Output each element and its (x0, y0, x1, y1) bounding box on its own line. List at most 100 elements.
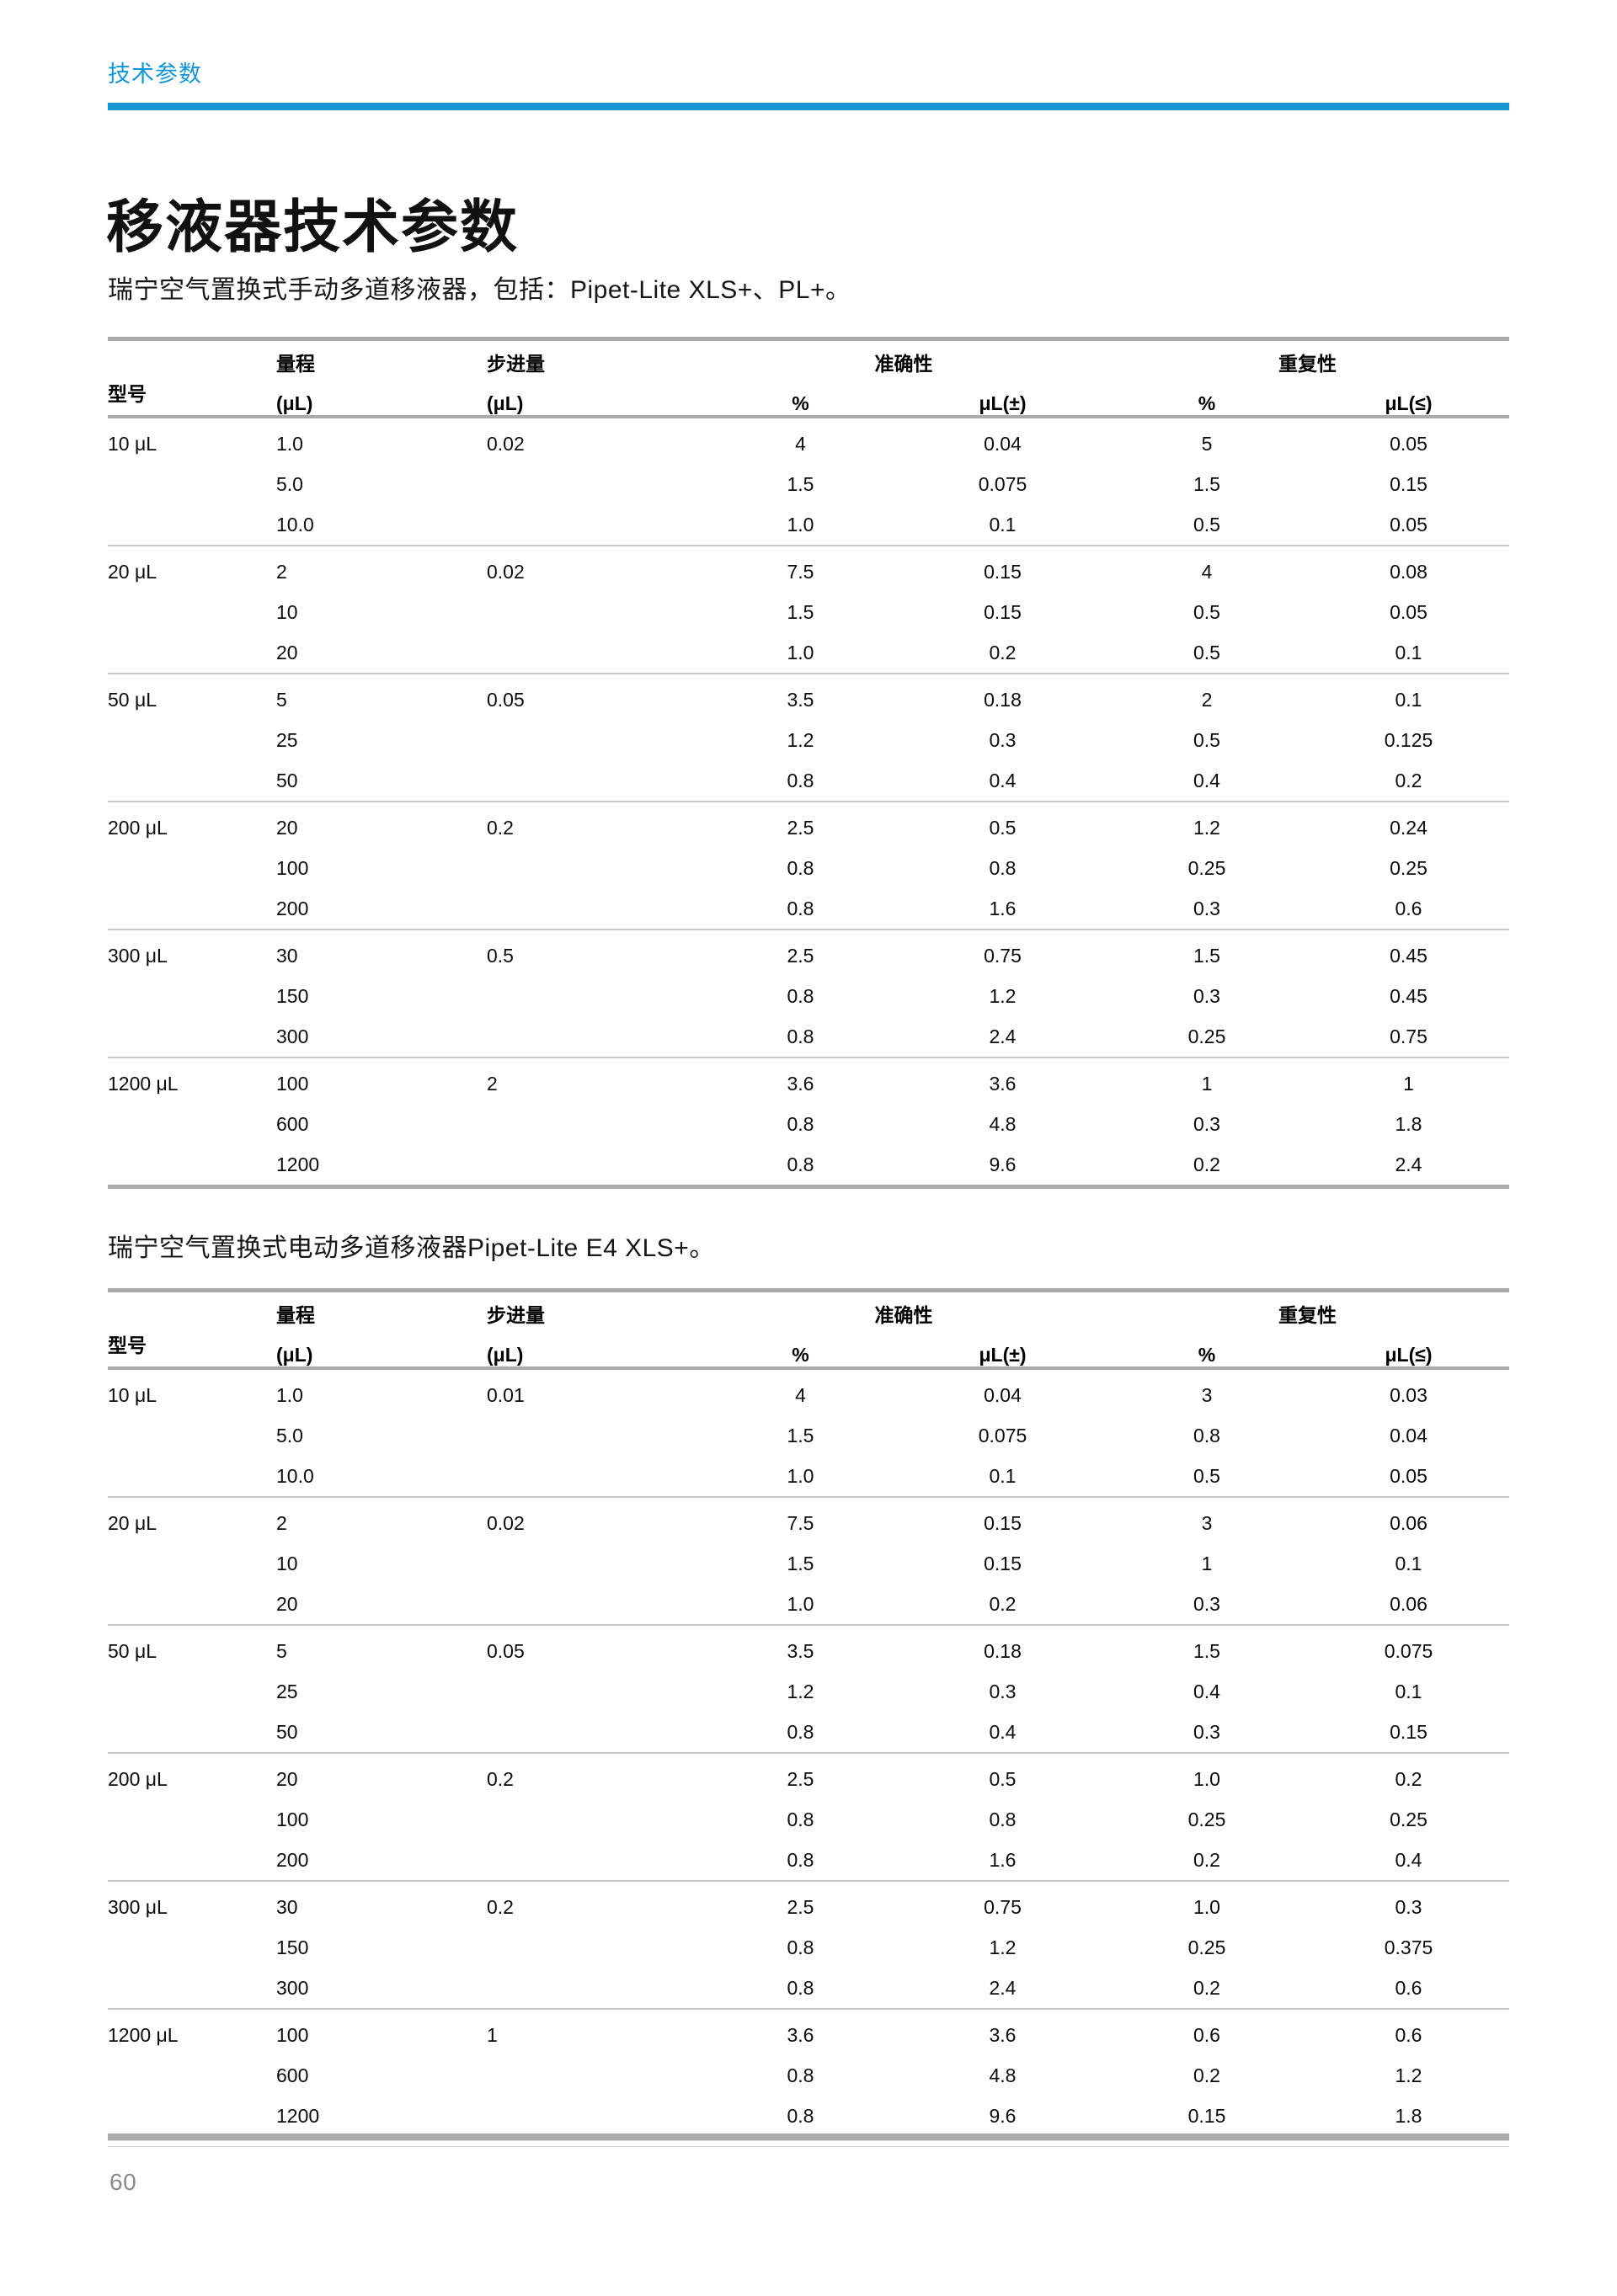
cell-range: 1.0 (276, 432, 303, 455)
cell-range: 10 (276, 1552, 298, 1574)
cell-repeatability-pct: 0.25 (1187, 1936, 1226, 1958)
cell-accuracy-ul: 0.3 (989, 728, 1017, 751)
table-row: 100 0.8 0.8 0.25 0.25 (108, 1799, 1509, 1840)
table-row: 50 μL 5 0.05 3.5 0.18 1.5 0.075 (108, 1624, 1509, 1671)
table-row: 200 0.8 1.6 0.3 0.6 (108, 888, 1509, 930)
page-number: 60 (109, 2169, 137, 2195)
cell-repeatability-pct: 0.4 (1193, 1680, 1220, 1702)
cell-accuracy-pct: 0.8 (787, 1720, 814, 1743)
cell-model (108, 1671, 276, 1712)
cell-step (487, 632, 702, 674)
cell-model (108, 1799, 276, 1840)
cell-step: 0.2 (487, 1752, 702, 1799)
cell-range: 20 (276, 641, 298, 663)
cell-accuracy-pct: 3.5 (702, 673, 899, 720)
cell-accuracy-ul: 0.3 (989, 1680, 1017, 1702)
cell-range: 300 (276, 1976, 309, 1999)
cell-repeatability-ul: 0.6 (1395, 897, 1422, 919)
table-row: 25 1.2 0.3 0.5 0.125 (108, 720, 1509, 760)
cell-repeatability-ul: 0.15 (1390, 1720, 1428, 1743)
cell-repeatability-pct: 1 (1106, 1057, 1308, 1104)
cell-model (108, 1712, 276, 1753)
table-bottom-rule-thin (108, 2140, 1509, 2141)
cell-model (108, 632, 276, 674)
cell-repeatability-ul: 0.6 (1395, 1976, 1422, 1999)
cell-repeatability-ul: 0.6 (1308, 2008, 1509, 2055)
col-header-repeatability-pct: % (1198, 392, 1216, 414)
cell-range: 200 (276, 1848, 309, 1871)
col-header-range: 量程 (276, 1304, 315, 1326)
cell-repeatability-ul: 0.1 (1395, 1680, 1422, 1702)
cell-range: 10.0 (276, 513, 314, 535)
cell-repeatability-ul: 0.05 (1390, 600, 1428, 623)
cell-repeatability-pct: 0.4 (1193, 769, 1220, 791)
cell-accuracy-pct: 0.8 (787, 2104, 814, 2127)
cell-model (108, 760, 276, 802)
cell-accuracy-pct: 3.5 (702, 1624, 899, 1671)
cell-accuracy-ul: 2.4 (989, 1976, 1017, 1999)
cell-accuracy-pct: 1.5 (787, 1552, 814, 1574)
cell-repeatability-pct: 0.2 (1193, 1848, 1220, 1871)
cell-model (108, 888, 276, 930)
cell-model: 1200 μL (108, 1057, 276, 1104)
cell-step: 2 (487, 1057, 702, 1104)
table-header-group-row: 型号 量程 步进量 准确性 重复性 (108, 341, 1509, 405)
cell-range: 150 (276, 984, 309, 1007)
cell-repeatability-pct: 0.5 (1193, 641, 1220, 663)
cell-model (108, 464, 276, 504)
cell-repeatability-ul: 0.06 (1308, 1496, 1509, 1543)
cell-repeatability-pct: 0.5 (1193, 1464, 1220, 1487)
cell-accuracy-pct: 1.5 (787, 472, 814, 495)
cell-accuracy-pct: 0.8 (787, 1808, 814, 1830)
cell-accuracy-pct: 2.5 (702, 929, 899, 976)
cell-accuracy-ul: 4.8 (989, 1112, 1017, 1135)
cell-accuracy-pct: 0.8 (787, 984, 814, 1007)
cell-model: 20 μL (108, 1496, 276, 1543)
cell-repeatability-ul: 0.4 (1395, 1848, 1422, 1871)
table-row: 600 0.8 4.8 0.3 1.8 (108, 1104, 1509, 1144)
table-row: 200 0.8 1.6 0.2 0.4 (108, 1840, 1509, 1881)
cell-accuracy-pct: 0.8 (787, 1025, 814, 1047)
cell-accuracy-ul: 0.15 (984, 600, 1022, 623)
cell-repeatability-pct: 0.5 (1193, 600, 1220, 623)
cell-range: 600 (276, 1112, 309, 1135)
cell-model (108, 1144, 276, 1185)
table-header-unit-row: (μL) (μL) % μL(±) % μL(≤) (108, 376, 1509, 415)
cell-step (487, 1456, 702, 1497)
cell-accuracy-pct: 1.0 (787, 1592, 814, 1615)
col-header-range-unit: (μL) (276, 1344, 313, 1366)
cell-step (487, 1415, 702, 1456)
cell-accuracy-pct: 0.8 (787, 1848, 814, 1871)
table-row: 20 μL 2 0.02 7.5 0.15 4 0.08 (108, 545, 1509, 592)
cell-repeatability-ul: 0.375 (1384, 1936, 1433, 1958)
cell-range: 5.0 (276, 1424, 303, 1446)
cell-range: 50 (276, 769, 298, 791)
cell-accuracy-ul: 0.04 (984, 1383, 1022, 1406)
cell-model (108, 1104, 276, 1144)
cell-accuracy-pct: 0.8 (787, 2064, 814, 2086)
cell-range: 5 (276, 673, 487, 720)
cell-model (108, 2096, 276, 2136)
cell-step: 0.5 (487, 929, 702, 976)
table-row: 50 μL 5 0.05 3.5 0.18 2 0.1 (108, 673, 1509, 720)
table-row: 100 0.8 0.8 0.25 0.25 (108, 848, 1509, 888)
table-row: 300 0.8 2.4 0.25 0.75 (108, 1016, 1509, 1057)
col-header-repeatability-pct: % (1198, 1344, 1216, 1366)
cell-repeatability-ul: 1.8 (1395, 1112, 1422, 1135)
cell-step: 0.05 (487, 673, 702, 720)
cell-accuracy-pct: 1.2 (787, 728, 814, 751)
cell-range: 100 (276, 856, 309, 879)
cell-range: 1200 (276, 1153, 320, 1175)
cell-repeatability-ul: 0.05 (1390, 432, 1428, 455)
table-row: 10 μL 1.0 0.01 4 0.04 3 0.03 (108, 1370, 1509, 1415)
cell-accuracy-ul: 1.2 (989, 1936, 1017, 1958)
table-bottom-rule (108, 2136, 1509, 2140)
col-header-model: 型号 (108, 1334, 147, 1356)
cell-accuracy-pct: 3.6 (702, 2008, 899, 2055)
cell-model: 50 μL (108, 1624, 276, 1671)
spec-table-manual: 型号 量程 步进量 准确性 重复性 (μL) (μL) % μL(±) % μL… (108, 337, 1509, 1189)
table-top-rule (108, 1288, 1509, 1292)
cell-range: 5.0 (276, 472, 303, 495)
cell-step (487, 760, 702, 802)
